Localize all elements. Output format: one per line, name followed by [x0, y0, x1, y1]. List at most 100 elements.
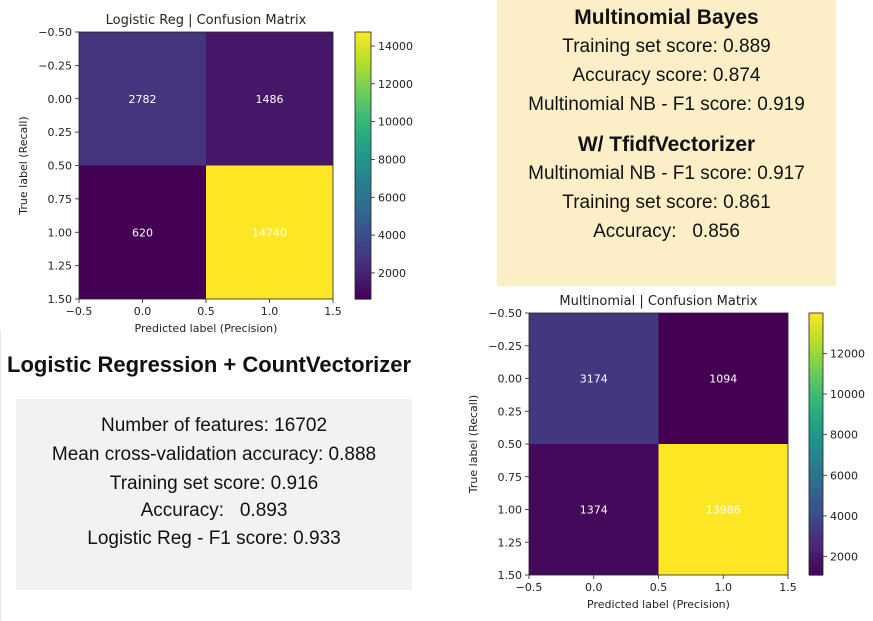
- y-tick-label: −0.25: [38, 59, 72, 72]
- colorbar-segment: [809, 413, 823, 419]
- lr-line: Mean cross-validation accuracy: 0.888: [51, 444, 377, 465]
- colorbar-segment: [355, 290, 371, 296]
- lr-line: Number of features: 16702: [100, 415, 328, 436]
- tfidf-line: Multinomial NB - F1 score: 0.917: [528, 163, 805, 184]
- colorbar-segment: [355, 121, 371, 127]
- colorbar-tick-label: 14000: [378, 40, 413, 53]
- colorbar-segment: [809, 465, 823, 471]
- x-tick-label: 1.5: [779, 581, 797, 594]
- x-tick-label: 0.5: [650, 581, 668, 594]
- colorbar-segment: [355, 227, 371, 233]
- heatmap-cell: [79, 32, 206, 166]
- colorbar-segment: [355, 223, 371, 229]
- colorbar-segment: [809, 483, 823, 489]
- colorbar-segment: [355, 67, 371, 73]
- logistic-regression-panel: Number of features: 16702 Mean cross-val…: [16, 399, 412, 590]
- colorbar-tick-label: 8000: [830, 429, 858, 442]
- tfidf-subtitle: W/ TfidfVectorizer: [577, 133, 756, 156]
- colorbar-segment: [809, 540, 823, 546]
- y-tick-label: −0.50: [38, 26, 72, 39]
- colorbar-segment: [809, 317, 823, 323]
- colorbar-segment: [809, 570, 823, 576]
- colorbar-segment: [809, 487, 823, 493]
- colorbar-segment: [355, 250, 371, 256]
- colorbar-segment: [355, 112, 371, 118]
- colorbar-segment: [355, 129, 371, 135]
- colorbar-segment: [355, 85, 371, 91]
- colorbar-segment: [355, 107, 371, 113]
- colorbar-segment: [809, 535, 823, 541]
- colorbar-segment: [355, 276, 371, 282]
- colorbar-segment: [355, 281, 371, 287]
- cell-value-label: 14740: [252, 226, 287, 239]
- colorbar-segment: [809, 496, 823, 502]
- colorbar-segment: [355, 232, 371, 238]
- colorbar-segment: [809, 321, 823, 327]
- colorbar-segment: [809, 365, 823, 371]
- colorbar-tick-label: 2000: [830, 551, 858, 564]
- heatmap-cell: [206, 32, 333, 166]
- colorbar-segment: [809, 526, 823, 532]
- y-axis-label: True label (Recall): [17, 116, 30, 215]
- x-tick-label: 1.0: [715, 581, 733, 594]
- colorbar-segment: [809, 378, 823, 384]
- colorbar-segment: [355, 196, 371, 202]
- colorbar-segment: [355, 187, 371, 193]
- colorbar-segment: [809, 474, 823, 480]
- bayes-title: Multinomial Bayes: [574, 6, 759, 29]
- colorbar-segment: [355, 63, 371, 69]
- y-tick-label: −0.50: [488, 307, 522, 320]
- colorbar-segment: [355, 205, 371, 211]
- colorbar-segment: [809, 422, 823, 428]
- cell-value-label: 1094: [709, 373, 737, 386]
- colorbar-frame: [808, 312, 824, 576]
- colorbar-segment: [355, 89, 371, 95]
- colorbar-segment: [355, 76, 371, 82]
- colorbar-frame: [354, 31, 372, 300]
- colorbar-segment: [809, 400, 823, 406]
- colorbar-segment: [809, 544, 823, 550]
- colorbar-segment: [355, 218, 371, 224]
- colorbar-segment: [355, 245, 371, 251]
- x-axis-label: Predicted label (Precision): [135, 322, 278, 335]
- colorbar-tick-label: 8000: [378, 153, 406, 166]
- colorbar-segment: [355, 294, 371, 300]
- colorbar-segment: [809, 326, 823, 332]
- y-tick-label: 1.50: [48, 293, 73, 306]
- y-tick-label: 0.00: [498, 373, 523, 386]
- colorbar-segment: [355, 125, 371, 131]
- colorbar-tick-label: 10000: [830, 388, 865, 401]
- colorbar-segment: [809, 531, 823, 537]
- colorbar-segment: [809, 343, 823, 349]
- colorbar-segment: [809, 522, 823, 528]
- colorbar-segment: [355, 138, 371, 144]
- heatmap-cell: [206, 165, 333, 299]
- colorbar-segment: [355, 254, 371, 260]
- colorbar-segment: [355, 214, 371, 220]
- colorbar-segment: [809, 409, 823, 415]
- multinomial-bayes-panel: Multinomial Bayes Training set score: 0.…: [497, 0, 836, 286]
- bayes-line: Training set score: 0.889: [562, 36, 771, 57]
- colorbar-segment: [355, 49, 371, 55]
- colorbar-segment: [355, 80, 371, 86]
- colorbar-tick-label: 12000: [378, 78, 413, 91]
- colorbar-segment: [809, 457, 823, 463]
- colorbar-segment: [355, 32, 371, 38]
- colorbar-segment: [809, 330, 823, 336]
- colorbar-segment: [809, 478, 823, 484]
- colorbar-segment: [809, 452, 823, 458]
- colorbar-segment: [355, 267, 371, 273]
- cell-value-label: 1486: [256, 93, 284, 106]
- colorbar-segment: [355, 236, 371, 242]
- x-axis-label: Predicted label (Precision): [587, 598, 730, 611]
- x-tick-label: 0.0: [134, 305, 152, 318]
- colorbar-segment: [809, 430, 823, 436]
- colorbar-tick-label: 6000: [830, 469, 858, 482]
- lr-line: Logistic Reg - F1 score: 0.933: [87, 528, 341, 549]
- lr-line: Accuracy: 0.893: [140, 500, 288, 521]
- colorbar-segment: [355, 72, 371, 78]
- colorbar-segment: [809, 461, 823, 467]
- colorbar-segment: [355, 178, 371, 184]
- colorbar-segment: [809, 356, 823, 362]
- colorbar-segment: [809, 561, 823, 567]
